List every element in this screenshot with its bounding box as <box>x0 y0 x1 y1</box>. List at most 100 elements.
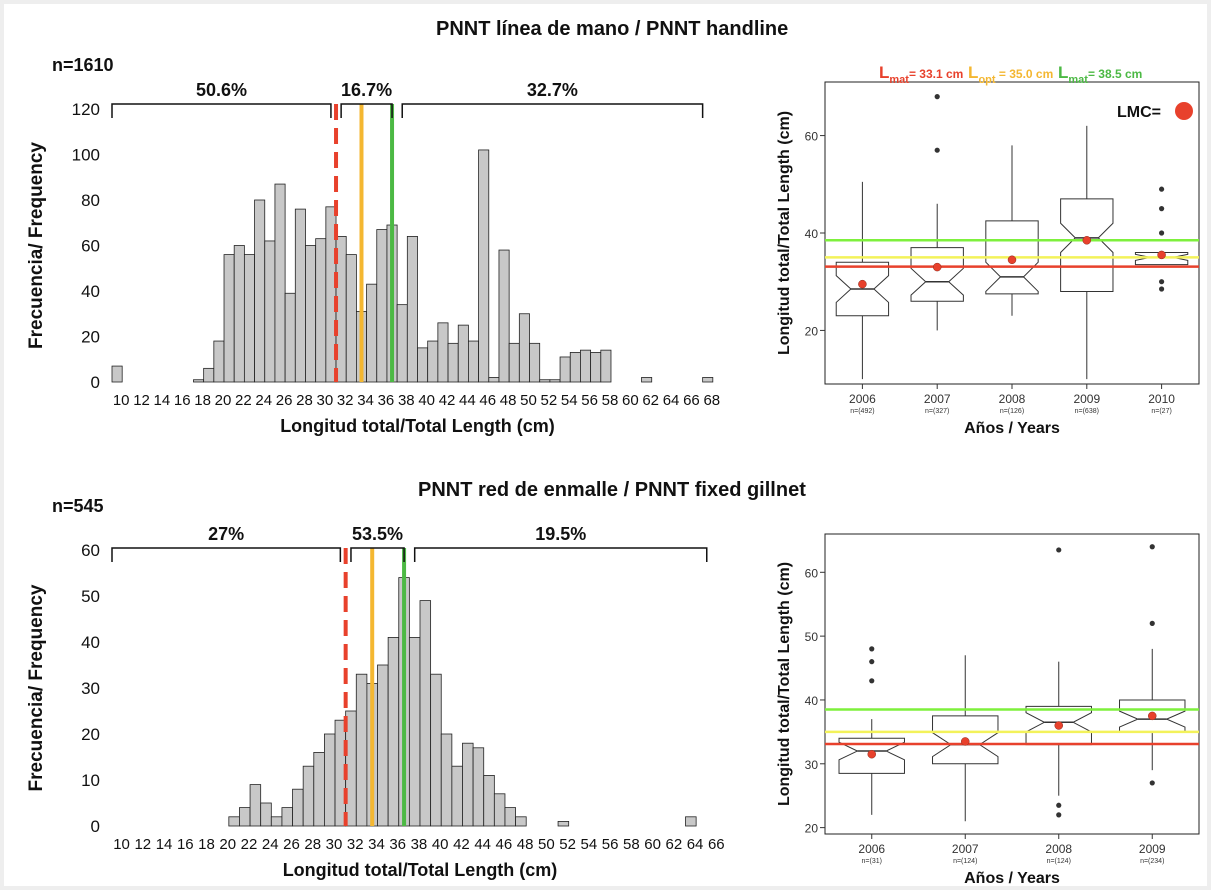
x-tick-label: 22 <box>235 392 252 409</box>
x-tick-label: 58 <box>623 836 640 853</box>
x-tick-label: 20 <box>215 392 232 409</box>
outlier-point <box>869 646 875 652</box>
y-tick-label: 10 <box>81 771 100 790</box>
histogram-bar <box>313 752 325 827</box>
lmc-mean-point <box>1082 236 1092 245</box>
sample-size-label: n=(124) <box>1047 858 1071 865</box>
x-tick-label: 2009 <box>1073 392 1100 406</box>
histogram-bar <box>274 183 286 383</box>
histogram-bar <box>515 816 527 827</box>
outlier-point <box>1159 230 1165 236</box>
histogram-bar <box>228 816 240 827</box>
lmc-legend-dot <box>1175 102 1193 120</box>
percentage-bracket <box>413 547 708 562</box>
y-axis-label: Longitud total/Total Length (cm) <box>776 562 793 806</box>
histogram-bar <box>249 784 262 827</box>
histogram-bar <box>580 349 592 383</box>
histogram-bar <box>440 733 453 827</box>
histogram-bar <box>260 802 272 827</box>
x-tick-label: 26 <box>276 392 293 409</box>
x-tick-label: 40 <box>432 836 449 853</box>
y-tick-label: 60 <box>81 237 100 256</box>
y-axis-label: Longitud total/Total Length (cm) <box>776 111 793 355</box>
histogram-bar <box>292 788 304 827</box>
lmc-legend-label: LMC= <box>1117 104 1161 121</box>
sample-size-label: n=(638) <box>1075 408 1099 415</box>
percentage-label: 27% <box>208 524 244 544</box>
plot-frame <box>824 533 1200 835</box>
x-tick-label: 56 <box>602 836 619 853</box>
x-tick-label: 40 <box>418 392 435 409</box>
histogram-bar <box>518 313 530 383</box>
x-tick-label: 28 <box>304 836 321 853</box>
outlier-point <box>1149 780 1155 786</box>
histogram-bar <box>233 245 245 383</box>
histogram-bar <box>294 208 306 383</box>
y-tick-label: 20 <box>805 324 819 338</box>
x-tick-label: 62 <box>642 392 659 409</box>
lmc-mean-point <box>932 262 942 272</box>
y-tick-label: 0 <box>91 817 100 836</box>
x-axis-label: Años / Years <box>964 870 1060 886</box>
x-tick-label: 2007 <box>952 842 979 856</box>
x-tick-label: 66 <box>708 836 725 853</box>
x-tick-label: 24 <box>255 392 272 409</box>
x-tick-label: 2006 <box>858 842 885 856</box>
x-tick-label: 2006 <box>849 392 876 406</box>
x-tick-label: 10 <box>113 836 130 853</box>
sample-size-label: n=(126) <box>1000 408 1024 415</box>
x-tick-label: 36 <box>389 836 406 853</box>
y-tick-label: 60 <box>805 566 819 580</box>
histogram-bar <box>366 283 378 383</box>
histogram-bar <box>396 304 408 383</box>
x-tick-label: 68 <box>703 392 720 409</box>
lmc-mean-point <box>1007 255 1017 265</box>
histogram-bar <box>557 821 570 827</box>
histogram-bar <box>324 733 336 827</box>
histogram-bar <box>408 637 421 827</box>
histogram-bar <box>315 238 327 383</box>
x-tick-label: 50 <box>520 392 537 409</box>
x-tick-label: 54 <box>581 836 598 853</box>
x-axis-label: Años / Years <box>964 420 1060 437</box>
y-tick-label: 120 <box>72 100 100 119</box>
histogram-bar <box>641 377 653 383</box>
legend-thresholds: Lmat= 33.1 cm Lopt = 35.0 cm Lmat= 38.5 … <box>879 63 1142 86</box>
x-tick-label: 52 <box>541 392 558 409</box>
histogram-bar <box>427 340 439 383</box>
histogram-bar <box>111 365 123 383</box>
histogram-bar <box>239 807 251 827</box>
y-tick-label: 50 <box>805 630 819 644</box>
x-tick-label: 54 <box>561 392 578 409</box>
x-tick-label: 56 <box>581 392 598 409</box>
outlier-point <box>1159 286 1165 292</box>
histogram-bar <box>377 664 389 827</box>
histogram-bar <box>345 254 357 383</box>
percentage-label: 32.7% <box>527 80 578 100</box>
x-tick-label: 50 <box>538 836 555 853</box>
outlier-point <box>934 147 940 153</box>
histogram-bar <box>590 352 602 383</box>
x-tick-label: 32 <box>337 392 354 409</box>
x-tick-label: 62 <box>665 836 682 853</box>
x-tick-label: 30 <box>316 392 333 409</box>
lmc-mean-point <box>1148 711 1157 721</box>
x-tick-label: 64 <box>687 836 704 853</box>
histogram-bar <box>213 340 225 383</box>
x-tick-label: 32 <box>347 836 364 853</box>
histogram-bar <box>508 342 520 383</box>
y-axis-label: Frecuencia/ Frequency <box>26 142 47 349</box>
histogram-bar <box>457 324 469 383</box>
histogram-bar <box>355 673 368 827</box>
y-tick-label: 80 <box>81 191 100 210</box>
percentage-bracket <box>111 103 332 118</box>
histogram-bar <box>702 377 714 383</box>
outlier-point <box>1159 186 1165 192</box>
histogram-bar <box>569 352 581 383</box>
histogram-bar <box>406 235 418 383</box>
x-tick-label: 52 <box>559 836 576 853</box>
x-tick-label: 2007 <box>924 392 951 406</box>
x-tick-label: 2009 <box>1139 842 1166 856</box>
histogram-bar <box>451 765 463 827</box>
